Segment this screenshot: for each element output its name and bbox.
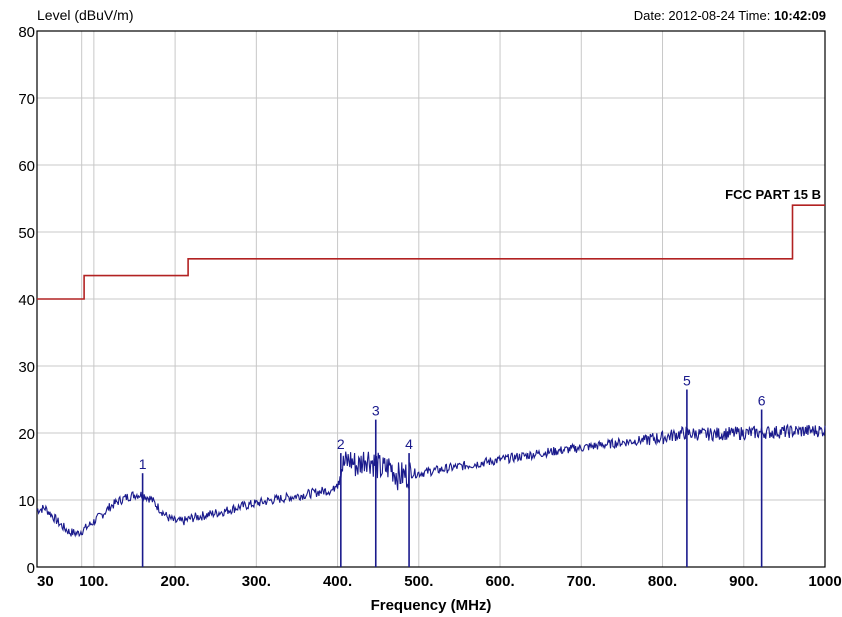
tick-labels: 0 10 20 30 40 50 60 70 80 30 100. 200. 300. 400. 500. 6…: [18, 24, 841, 590]
marker-group: 1 2 3 4 5 6: [139, 372, 766, 567]
x-tick-label: 100.: [79, 573, 108, 590]
x-tick-label: 200.: [161, 573, 190, 590]
y-tick-label: 10: [18, 493, 35, 510]
x-tick-label: 600.: [485, 573, 514, 590]
y-tick-label: 0: [27, 560, 35, 577]
header-time: 10:42:09: [774, 8, 826, 23]
y-tick-label: 40: [18, 292, 35, 309]
x-tick-label: 300.: [242, 573, 271, 590]
x-tick-label: 500.: [404, 573, 433, 590]
x-tick-label: 800.: [648, 573, 677, 590]
marker-label: 2: [337, 436, 345, 452]
marker-label: 6: [758, 393, 766, 409]
y-tick-label: 20: [18, 426, 35, 443]
x-tick-label: 400.: [323, 573, 352, 590]
x-tick-label: 700.: [567, 573, 596, 590]
limit-line-label: FCC PART 15 B: [725, 187, 821, 202]
y-tick-label: 70: [18, 91, 35, 108]
header-datetime: Date: 2012-08-24 Time: 10:42:09: [634, 8, 826, 23]
x-axis-label: Frequency (MHz): [371, 597, 492, 614]
x-tick-label: 900.: [729, 573, 758, 590]
y-tick-label: 30: [18, 359, 35, 376]
limit-line: [37, 204, 825, 300]
y-tick-label: 80: [18, 24, 35, 41]
header-date: Date: 2012-08-24 Time:: [634, 8, 774, 23]
y-tick-label: 50: [18, 225, 35, 242]
y-tick-label: 60: [18, 158, 35, 175]
x-tick-label: 30: [37, 573, 54, 590]
x-tick-label: 1000: [808, 573, 841, 590]
marker-label: 5: [683, 372, 691, 388]
marker-label: 4: [405, 436, 413, 452]
grid-lines: [37, 31, 825, 567]
marker-label: 1: [139, 456, 147, 472]
trace-line: [36, 423, 826, 538]
y-axis-label: Level (dBuV/m): [37, 7, 133, 23]
marker-label: 3: [372, 403, 380, 419]
